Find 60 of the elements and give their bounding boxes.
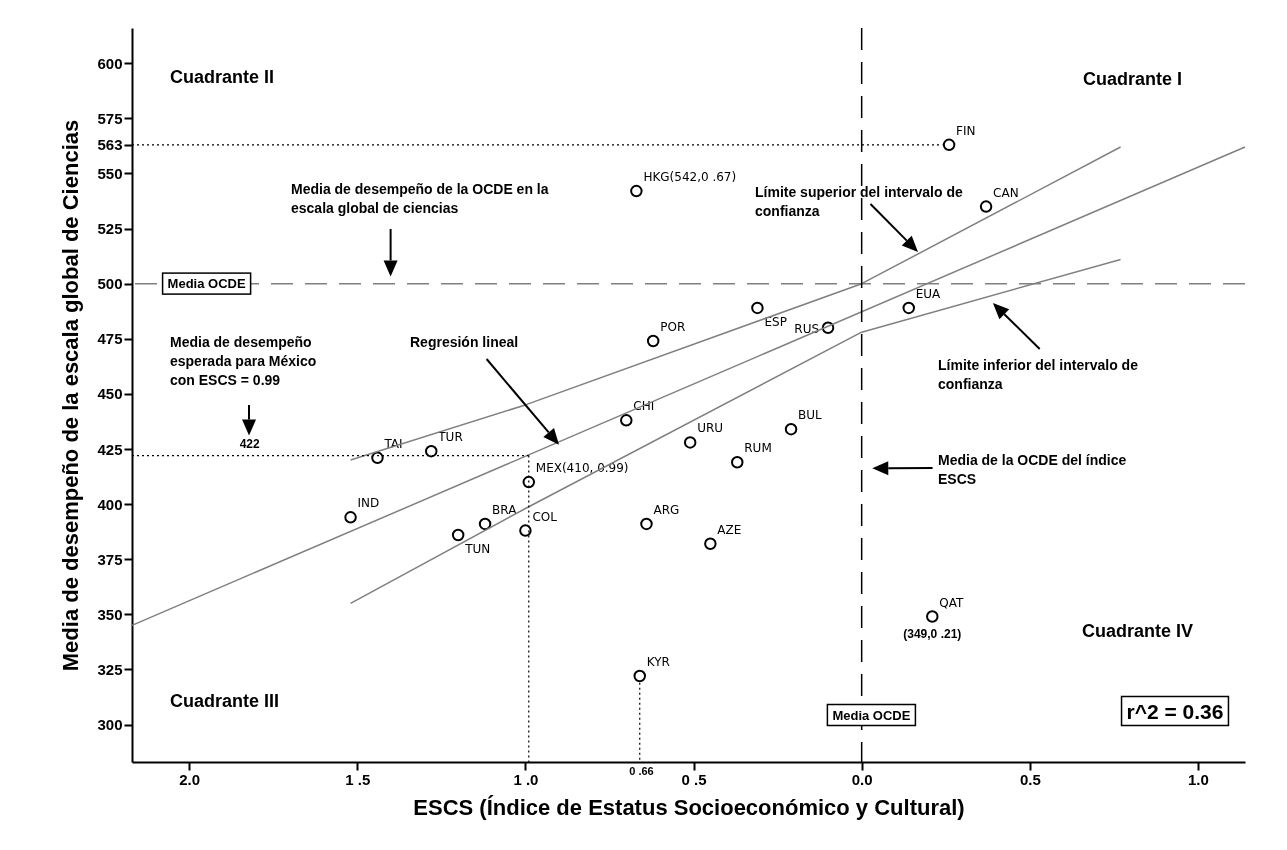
y-axis-title: Media de desempeño de la escala global de Ciencias (58, 119, 84, 672)
x-tick-label: 1 .0 (513, 770, 539, 788)
data-label: KYR (646, 655, 670, 670)
ref-line-label: Media OCDE (832, 707, 911, 723)
x-tick-label: 0.5 (1019, 770, 1041, 788)
data-label: BRA (492, 502, 518, 517)
data-label: CAN (993, 185, 1019, 200)
y-tick-label: 350 (97, 605, 123, 623)
x-tick-label: 0.0 (851, 770, 873, 788)
annotation: Cuadrante IV (1082, 621, 1194, 642)
y-tick-label: 550 (97, 164, 123, 182)
data-label: IND (357, 496, 380, 511)
y-tick-label: 525 (97, 220, 123, 238)
y-tick-label: 600 (97, 54, 123, 72)
y-tick-label: 475 (97, 330, 123, 348)
data-label: COL (532, 509, 558, 524)
x-tick-label: 0 .5 (681, 770, 707, 788)
annotation: Límite superior del intervalo de confianza (755, 183, 963, 219)
annotation: Cuadrante II (170, 67, 275, 88)
data-label: EUA (915, 286, 942, 301)
y-tick-label: 450 (97, 385, 123, 403)
x-axis-title: ESCS (Índice de Estatus Socioeconómico y Cultural) (413, 794, 965, 820)
data-label: TAI (383, 436, 403, 451)
y-tick-label: 300 (97, 716, 123, 734)
y-tick-label: 425 (97, 440, 123, 458)
annotation: r^2 = 0.36 (1126, 699, 1224, 723)
annotation: Cuadrante I (1083, 69, 1183, 90)
y-tick-label: 575 (97, 109, 123, 127)
data-label: URU (697, 421, 724, 436)
text: 0 .66 (629, 765, 654, 778)
data-label: AZE (717, 522, 742, 537)
data-label: RUM (744, 441, 772, 456)
data-label: MEX(410, 0.99) (535, 461, 629, 476)
x-tick-label: 2.0 (179, 770, 201, 788)
y-tick-label: 500 (97, 275, 123, 293)
annotation: (349,0 .21) (903, 626, 962, 641)
y-tick-label: 325 (97, 660, 123, 678)
data-label: RUS (794, 321, 820, 336)
data-label: FIN (956, 123, 976, 138)
data-label: HKG(542,0 .67) (643, 170, 737, 185)
data-label: ARG (653, 502, 680, 517)
data-label: TUN (464, 541, 491, 556)
annotation: Cuadrante III (170, 691, 280, 712)
data-label: ESP (764, 314, 787, 329)
x-tick-label: 1 .5 (345, 770, 371, 788)
annotation: Regresión lineal (410, 333, 519, 350)
ref-line-label: Media OCDE (167, 276, 246, 292)
data-label: BUL (798, 408, 823, 423)
y-tick-label: 400 (97, 495, 123, 513)
x-tick-label: 1.0 (1187, 770, 1209, 788)
annotation: 422 (239, 436, 261, 451)
data-label: TUR (437, 430, 463, 445)
annotation: Media de desempeño de la OCDE en la escala global de ciencias (291, 180, 549, 216)
y-tick-label: 563 (97, 136, 123, 154)
data-label: POR (660, 320, 686, 334)
annotation: Límite inferior del intervalo de confianza (938, 356, 1139, 392)
annotation: Media de la OCDE del índice ESCS (938, 451, 1127, 487)
data-label: QAT (939, 595, 965, 610)
y-tick-label: 375 (97, 550, 123, 568)
annotation: Media de desempeño esperada para México con ESCS = 0.99 (170, 333, 317, 388)
